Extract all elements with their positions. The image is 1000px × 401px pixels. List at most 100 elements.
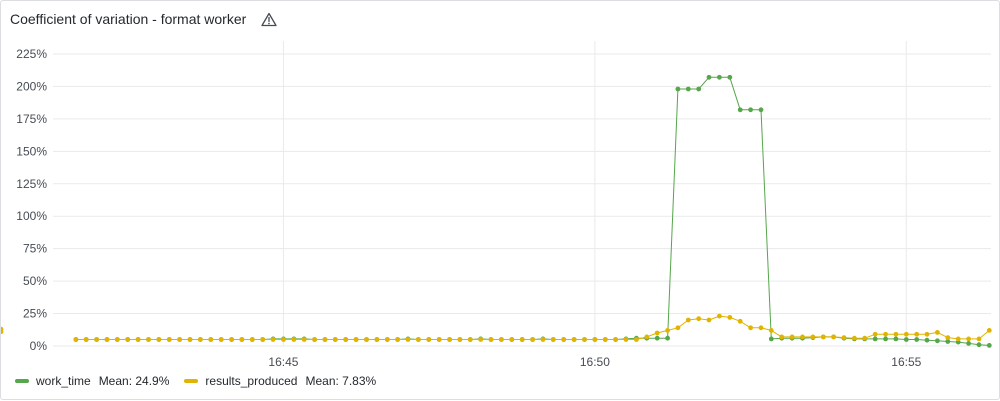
data-point-results-produced	[966, 336, 971, 342]
data-point-results-produced	[685, 317, 691, 323]
data-point-results-produced	[675, 325, 681, 331]
data-point-results-produced	[467, 337, 473, 342]
data-point-results-produced	[623, 337, 629, 342]
data-point-results-produced	[924, 331, 930, 337]
legend-mean-results-produced: Mean: 7.83%	[305, 374, 377, 388]
data-point-work-time	[872, 336, 878, 342]
data-point-results-produced	[364, 337, 369, 342]
data-point-results-produced	[239, 337, 245, 342]
data-point-results-produced	[519, 337, 525, 342]
data-point-work-time	[717, 74, 722, 80]
data-point-results-produced	[405, 337, 411, 342]
data-point-results-produced	[592, 337, 598, 342]
y-tick-label: 175%	[16, 112, 47, 126]
data-point-results-produced	[976, 336, 982, 342]
data-point-work-time	[706, 74, 712, 80]
data-point-results-produced	[540, 337, 546, 342]
data-point-work-time	[883, 336, 888, 342]
y-tick-label: 225%	[16, 47, 47, 61]
data-point-results-produced	[260, 337, 266, 342]
y-tick-label: 0%	[30, 339, 48, 353]
series-line-results-produced	[75, 315, 990, 340]
data-point-results-produced	[457, 337, 463, 342]
data-point-results-produced	[395, 337, 400, 342]
data-point-results-produced	[436, 337, 442, 342]
legend-item-work-time[interactable]: work_time Mean: 24.9%	[15, 374, 169, 388]
data-point-work-time	[893, 336, 899, 342]
legend-swatch-work-time	[15, 379, 29, 383]
data-point-results-produced	[841, 335, 847, 340]
data-point-results-produced	[571, 337, 577, 342]
data-point-results-produced	[644, 334, 650, 340]
data-point-results-produced	[478, 337, 484, 342]
data-point-work-time	[727, 74, 733, 80]
data-point-results-produced	[613, 337, 618, 342]
panel-title[interactable]: Coefficient of variation - format worker	[10, 11, 247, 27]
data-point-work-time	[665, 335, 670, 341]
y-tick-label: 75%	[23, 242, 47, 256]
data-point-results-produced	[582, 337, 587, 342]
data-point-results-produced	[872, 331, 878, 337]
data-point-results-produced	[135, 337, 141, 342]
data-point-results-produced	[166, 337, 172, 342]
data-point-results-produced	[426, 337, 432, 342]
data-point-results-produced	[499, 337, 504, 342]
data-point-work-time	[768, 336, 774, 342]
data-point-results-produced	[125, 337, 131, 342]
data-point-results-produced	[343, 337, 349, 342]
data-point-results-produced	[530, 337, 535, 342]
data-point-results-produced	[509, 337, 515, 342]
data-point-work-time	[966, 341, 971, 346]
data-point-results-produced	[218, 337, 224, 342]
data-point-results-produced	[696, 316, 702, 322]
data-point-results-produced	[198, 337, 203, 342]
data-point-results-produced	[416, 337, 421, 342]
data-point-results-produced	[73, 337, 79, 342]
data-point-results-produced	[634, 337, 639, 342]
y-tick-label: 50%	[23, 274, 47, 288]
data-point-work-time	[696, 86, 702, 92]
panel-header: Coefficient of variation - format worker	[10, 9, 277, 29]
data-point-results-produced	[945, 335, 951, 340]
data-point-results-produced	[820, 334, 826, 340]
data-point-work-time	[654, 335, 660, 341]
data-point-results-produced	[862, 335, 868, 341]
legend-swatch-results-produced	[184, 379, 199, 383]
data-point-results-produced	[986, 328, 992, 333]
x-tick-label: 16:45	[268, 355, 298, 369]
data-point-work-time	[903, 337, 909, 342]
data-point-results-produced	[758, 325, 764, 331]
data-point-results-produced	[737, 318, 743, 324]
data-point-results-produced	[488, 337, 494, 342]
data-point-results-produced	[114, 337, 120, 342]
data-point-results-produced	[602, 337, 608, 342]
data-point-results-produced	[654, 330, 660, 336]
data-point-results-produced	[550, 337, 556, 342]
data-point-results-produced	[146, 337, 151, 342]
data-point-results-produced	[779, 334, 785, 340]
data-point-results-produced	[883, 331, 888, 337]
data-point-results-produced	[187, 337, 193, 342]
data-point-results-produced	[384, 337, 390, 342]
data-point-results-produced	[322, 337, 328, 342]
data-point-results-produced	[789, 334, 795, 340]
data-point-results-produced	[903, 331, 909, 337]
data-point-results-produced	[177, 337, 183, 342]
x-tick-label: 16:50	[580, 355, 610, 369]
data-point-results-produced	[229, 337, 235, 342]
data-point-results-produced	[374, 337, 380, 342]
data-point-work-time	[675, 86, 681, 92]
data-point-results-produced	[249, 337, 255, 342]
warning-triangle-icon[interactable]	[261, 12, 277, 27]
y-tick-label: 150%	[16, 144, 47, 158]
data-point-results-produced	[748, 325, 753, 331]
legend-label-work-time: work_time	[36, 374, 91, 388]
data-point-results-produced	[893, 331, 899, 337]
legend-item-results-produced[interactable]: results_produced Mean: 7.83%	[184, 374, 376, 388]
data-point-work-time	[685, 86, 691, 92]
data-point-work-time	[986, 343, 992, 348]
data-point-work-time	[737, 107, 743, 113]
data-point-results-produced	[955, 336, 961, 342]
data-point-results-produced	[768, 328, 774, 333]
